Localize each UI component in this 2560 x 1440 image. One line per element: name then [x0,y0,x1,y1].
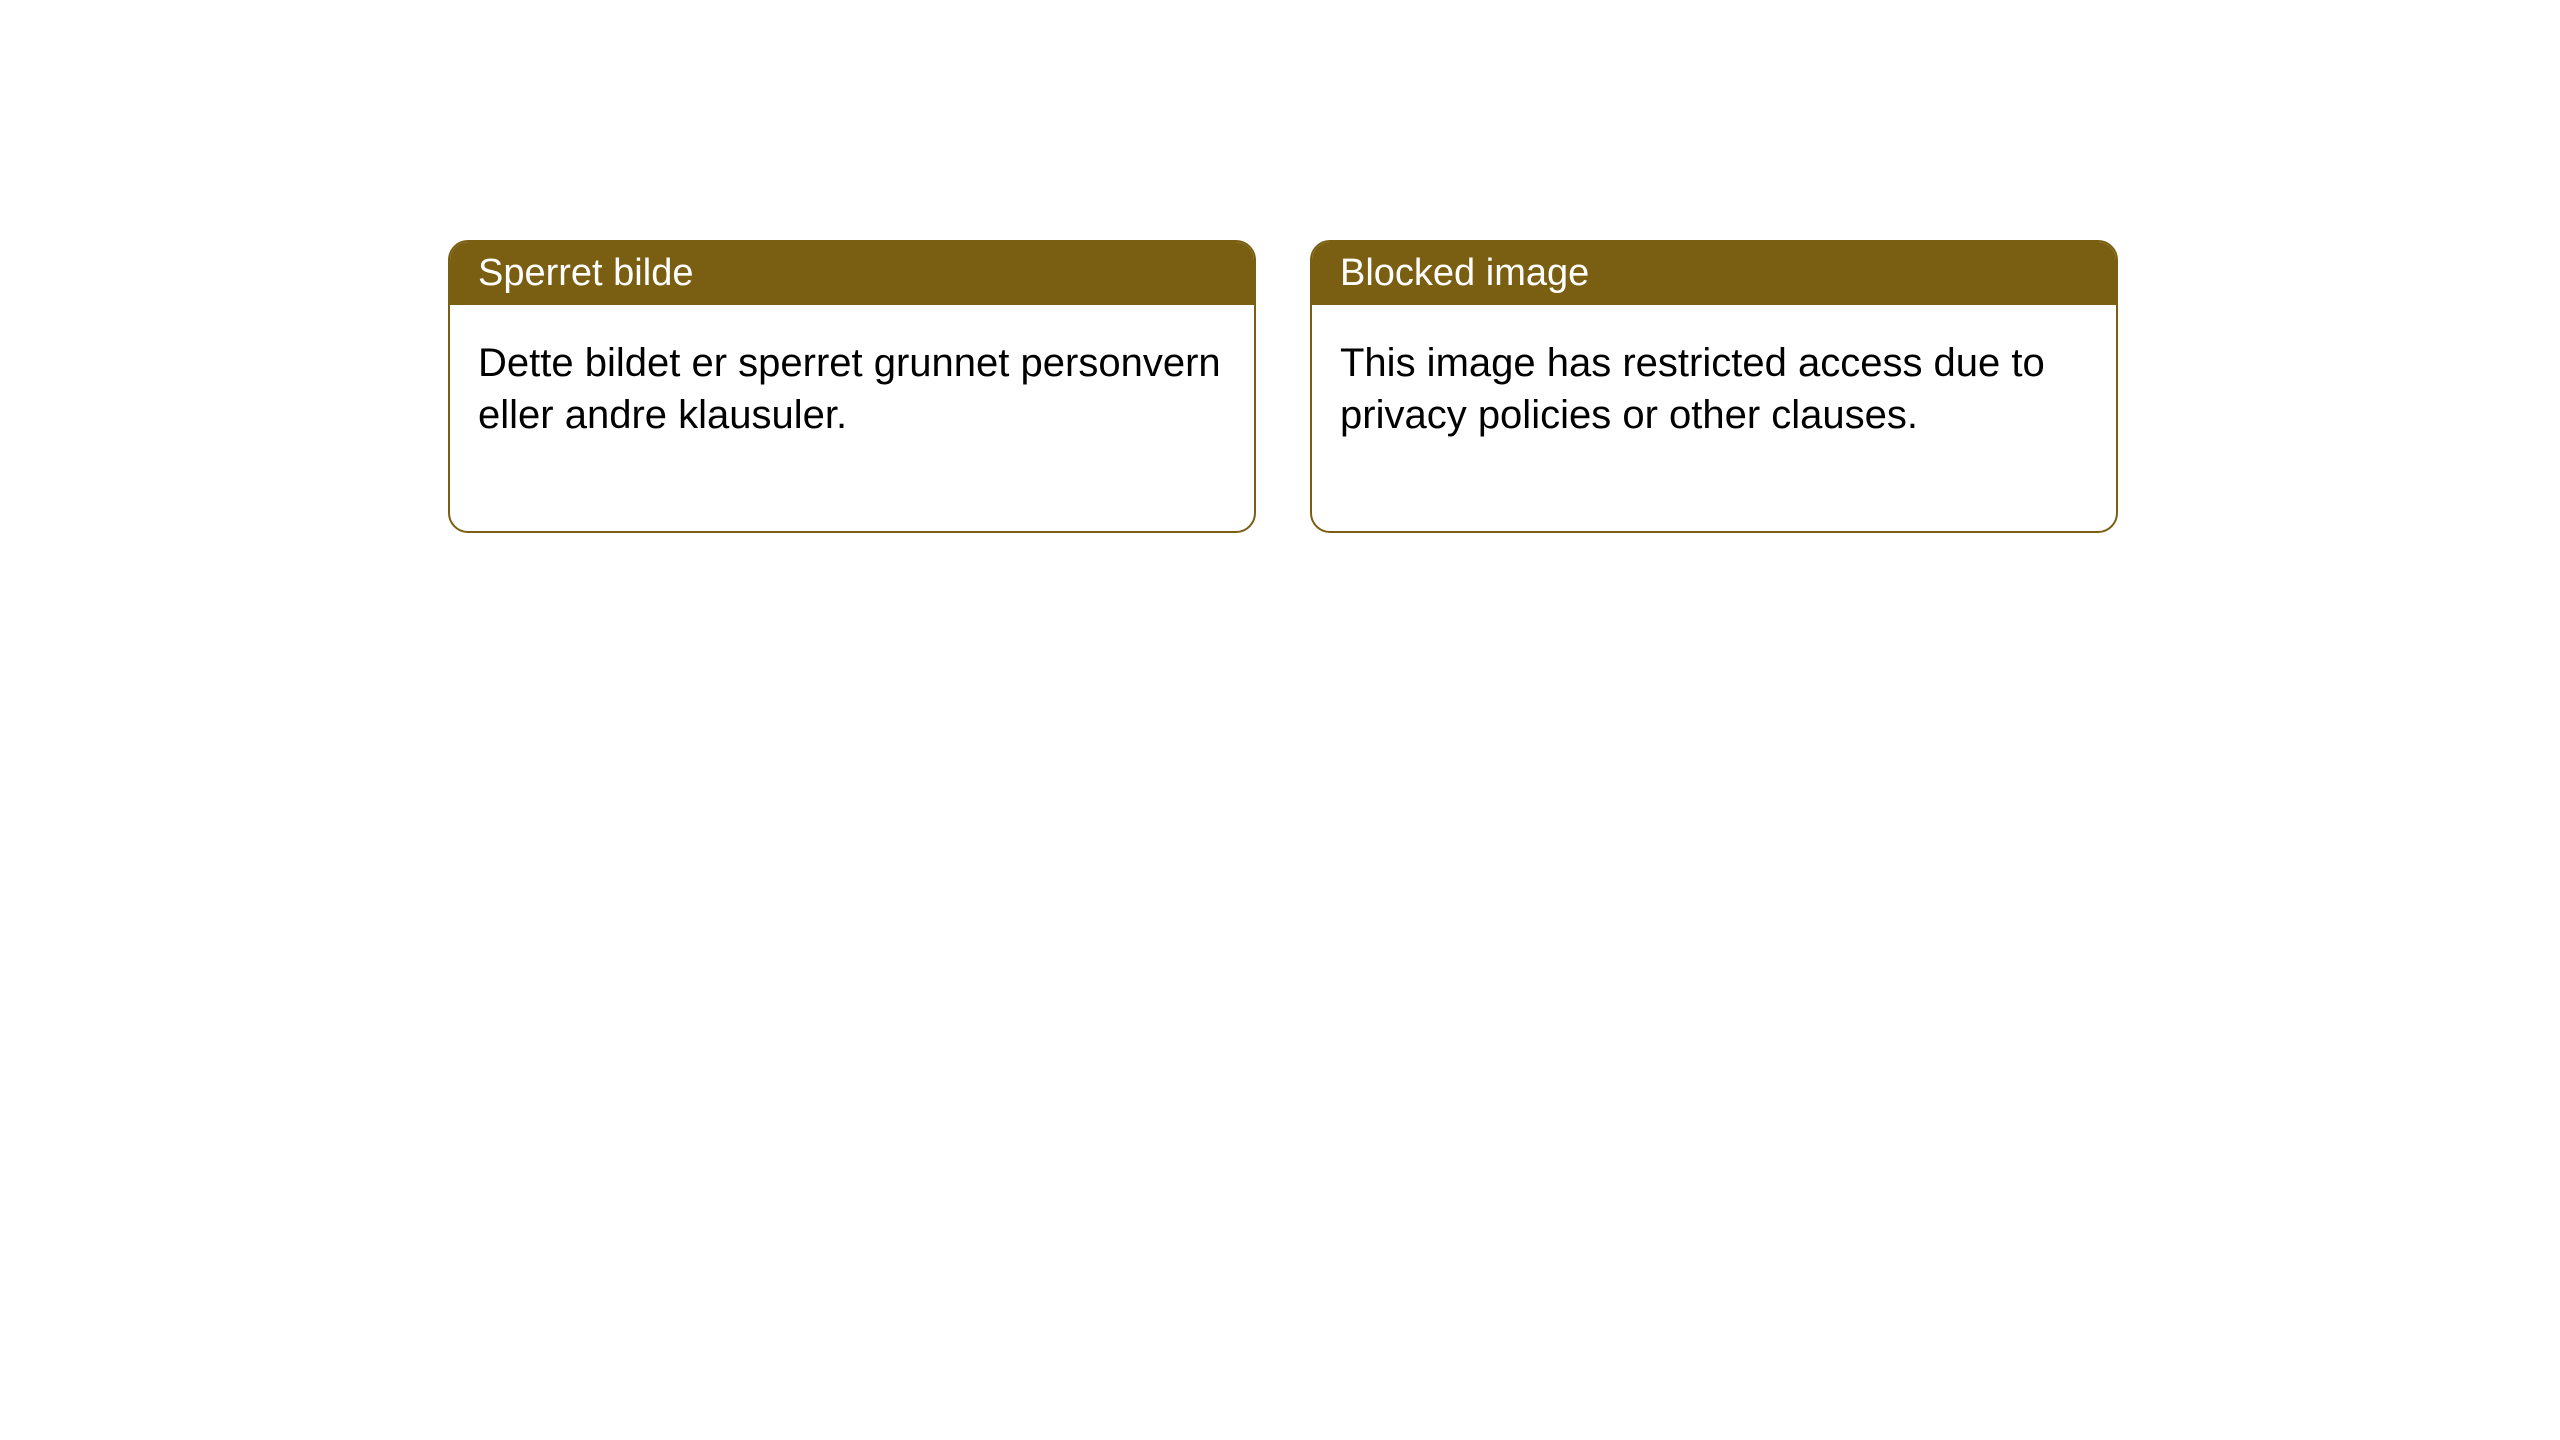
card-body: Dette bildet er sperret grunnet personve… [450,305,1254,531]
card-header: Sperret bilde [450,242,1254,305]
card-header: Blocked image [1312,242,2116,305]
card-body: This image has restricted access due to … [1312,305,2116,531]
blocked-image-card-english: Blocked image This image has restricted … [1310,240,2118,533]
blocked-image-cards: Sperret bilde Dette bildet er sperret gr… [448,240,2118,533]
blocked-image-card-norwegian: Sperret bilde Dette bildet er sperret gr… [448,240,1256,533]
